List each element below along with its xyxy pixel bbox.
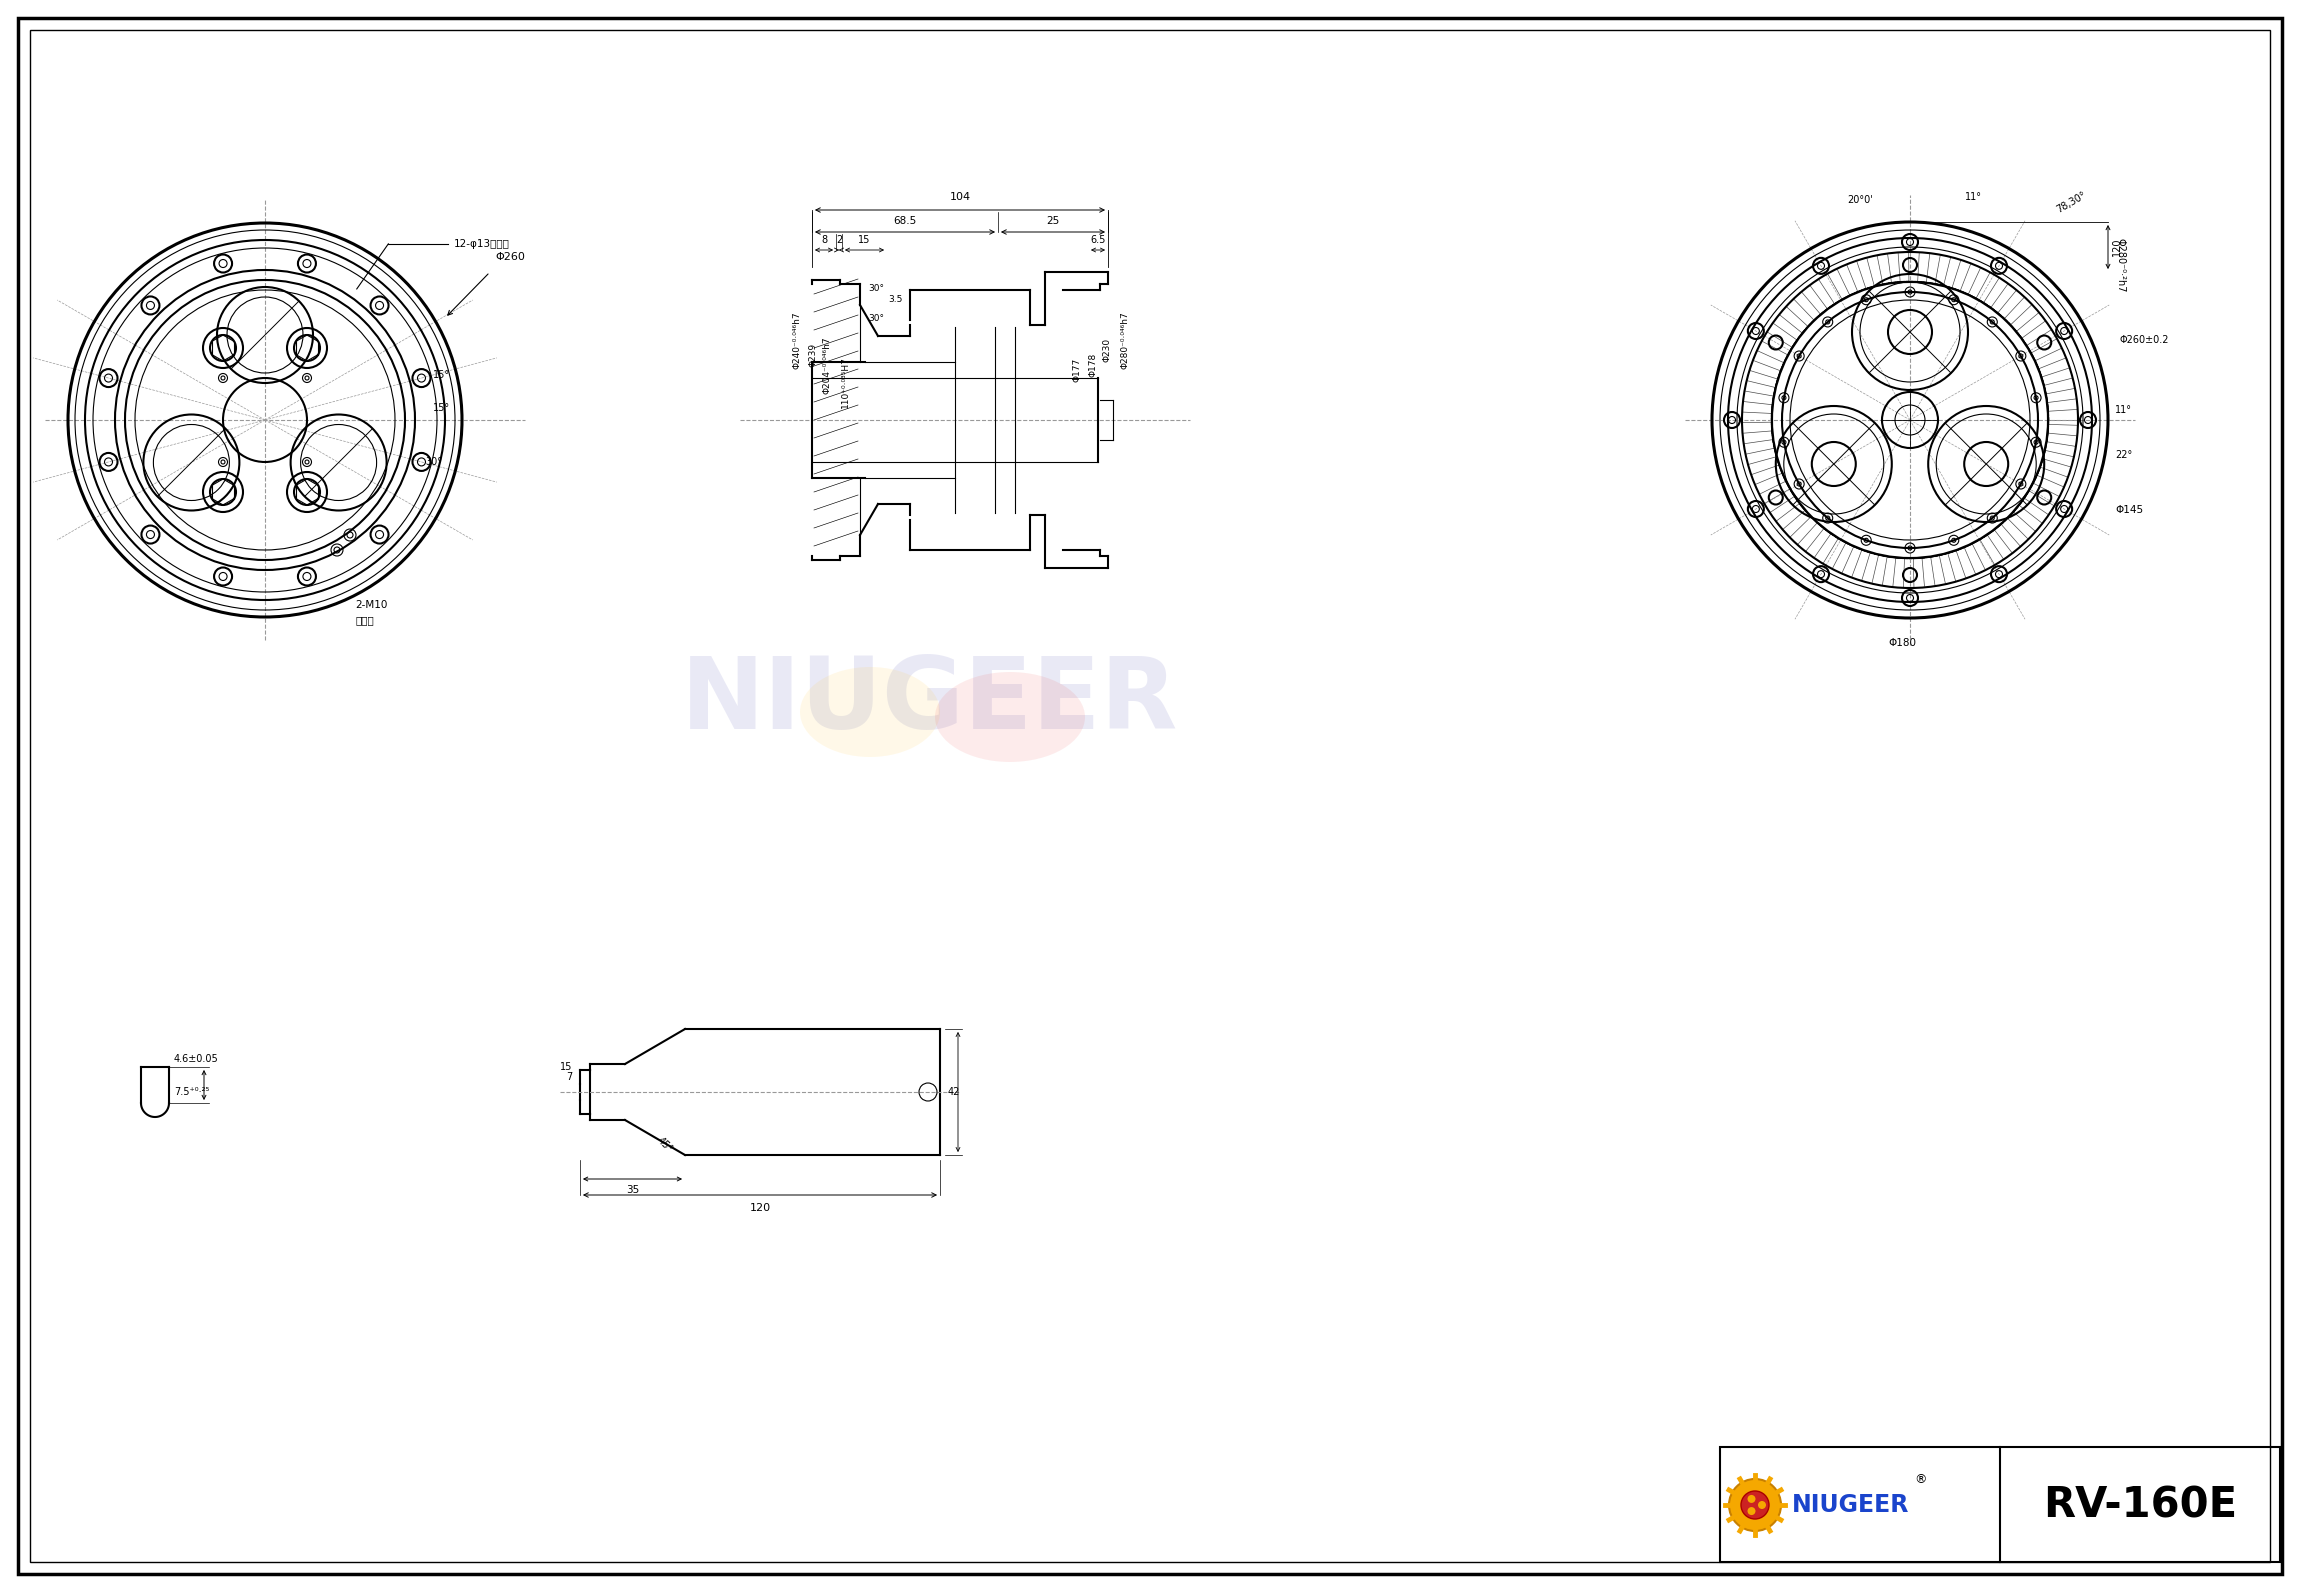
Text: Φ204⁻⁰·⁰⁴⁶h7: Φ204⁻⁰·⁰⁴⁶h7: [823, 336, 833, 393]
Text: 15°: 15°: [432, 369, 451, 380]
Text: Φ178: Φ178: [1088, 353, 1097, 377]
Circle shape: [1748, 1495, 1755, 1503]
Text: 11°: 11°: [2116, 404, 2132, 416]
Bar: [1720, 1447, 2279, 1562]
Text: 110⁺⁰·⁰³⁵H7: 110⁺⁰·⁰³⁵H7: [842, 357, 851, 408]
Text: 11°: 11°: [1964, 193, 1983, 202]
Text: 20°0': 20°0': [1847, 194, 1872, 205]
Ellipse shape: [936, 672, 1086, 763]
Text: 3.5: 3.5: [888, 296, 902, 304]
Text: Φ180: Φ180: [1888, 638, 1916, 648]
Text: 2-M10: 2-M10: [354, 600, 386, 610]
Text: Φ280⁻⁰·²h7: Φ280⁻⁰·²h7: [2116, 237, 2125, 293]
Text: Φ260±0.2: Φ260±0.2: [2121, 334, 2169, 345]
Text: 12-φ13安装用: 12-φ13安装用: [453, 239, 508, 248]
Text: 22°: 22°: [2116, 451, 2132, 460]
Text: 6.5: 6.5: [1090, 236, 1106, 245]
Text: NIUGEER: NIUGEER: [681, 653, 1178, 750]
Circle shape: [1757, 1501, 1766, 1509]
Text: 4.6±0.05: 4.6±0.05: [175, 1054, 218, 1063]
Text: Φ239: Φ239: [807, 342, 816, 368]
Text: 120: 120: [750, 1204, 771, 1213]
Text: Φ145: Φ145: [2116, 505, 2144, 514]
Text: 30°: 30°: [426, 457, 442, 466]
Text: ®: ®: [1914, 1474, 1927, 1487]
Text: 104: 104: [950, 193, 971, 202]
Text: 15: 15: [858, 236, 869, 245]
Text: 8: 8: [821, 236, 828, 245]
Text: RV-160E: RV-160E: [2042, 1484, 2238, 1527]
Text: 35: 35: [626, 1184, 639, 1196]
Text: 7: 7: [566, 1071, 573, 1083]
Text: 拆卸用: 拆卸用: [354, 615, 373, 626]
Circle shape: [1741, 1492, 1769, 1519]
Text: Φ177: Φ177: [1074, 358, 1081, 382]
Text: 30°: 30°: [867, 314, 883, 323]
Text: Φ230: Φ230: [1104, 338, 1111, 361]
Circle shape: [1730, 1479, 1780, 1532]
Text: 25: 25: [1046, 217, 1060, 226]
Text: 15°: 15°: [432, 403, 451, 412]
Circle shape: [1748, 1508, 1755, 1516]
Text: NIUGEER: NIUGEER: [1792, 1493, 1909, 1517]
Text: 15: 15: [559, 1062, 573, 1071]
Text: 7.5⁺⁰·²⁵: 7.5⁺⁰·²⁵: [175, 1087, 209, 1097]
Text: Φ240⁻⁰·⁰⁴⁶h7: Φ240⁻⁰·⁰⁴⁶h7: [793, 310, 803, 369]
Text: 120: 120: [2111, 237, 2123, 256]
Ellipse shape: [800, 667, 941, 758]
Text: 78,30°: 78,30°: [2054, 189, 2088, 215]
Text: 45°: 45°: [656, 1135, 674, 1154]
Text: 2: 2: [835, 236, 842, 245]
Text: Φ280⁻⁰·⁰⁴⁶h7: Φ280⁻⁰·⁰⁴⁶h7: [1120, 310, 1129, 369]
Text: Φ260: Φ260: [494, 252, 524, 263]
Text: 68.5: 68.5: [892, 217, 918, 226]
Text: 42: 42: [948, 1087, 961, 1097]
Text: 30°: 30°: [867, 283, 883, 293]
